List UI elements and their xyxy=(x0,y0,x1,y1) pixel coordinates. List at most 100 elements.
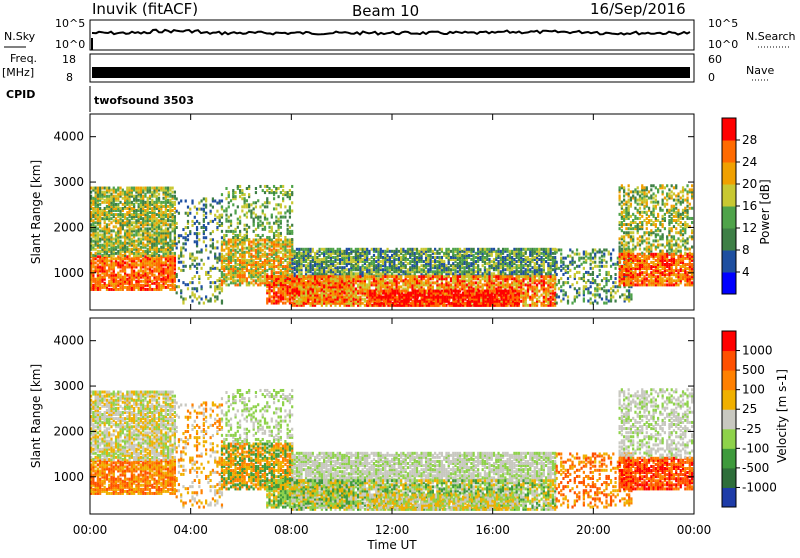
power-echo xyxy=(216,226,218,229)
power-echo xyxy=(289,205,291,208)
power-echo xyxy=(246,259,248,262)
power-echo xyxy=(153,257,155,260)
power-echo xyxy=(305,264,307,267)
power-echo xyxy=(495,262,497,265)
power-echo xyxy=(391,272,393,275)
power-echo xyxy=(268,226,270,229)
power-echo xyxy=(368,275,370,278)
power-echo xyxy=(207,277,209,280)
power-echo xyxy=(330,298,332,301)
power-echo xyxy=(133,252,135,255)
power-echo xyxy=(529,268,531,271)
power-echo xyxy=(411,258,413,261)
power-echo xyxy=(259,243,261,246)
power-echo xyxy=(230,220,232,223)
power-echo xyxy=(191,281,193,284)
power-echo xyxy=(253,279,255,282)
power-echo xyxy=(540,268,542,271)
power-echo xyxy=(92,197,94,200)
power-echo xyxy=(165,187,167,190)
power-echo xyxy=(138,225,140,228)
power-echo xyxy=(289,249,291,252)
power-echo xyxy=(144,236,146,239)
power-echo xyxy=(198,208,200,211)
power-echo xyxy=(332,268,334,271)
power-echo xyxy=(255,238,257,241)
power-echo xyxy=(346,287,348,290)
power-echo xyxy=(140,227,142,230)
power-echo xyxy=(362,277,364,280)
power-echo xyxy=(337,266,339,269)
power-echo xyxy=(328,294,330,297)
power-echo xyxy=(101,227,103,230)
power-echo xyxy=(239,230,241,233)
power-echo xyxy=(248,203,250,206)
power-echo xyxy=(200,267,202,270)
power-echo xyxy=(382,250,384,253)
power-echo xyxy=(330,248,332,251)
power-echo xyxy=(296,248,298,251)
power-echo xyxy=(507,262,509,265)
power-echo xyxy=(352,250,354,253)
noise-right-label: N.Search xyxy=(746,30,796,43)
power-echo xyxy=(237,283,239,286)
power-echo xyxy=(187,238,189,241)
power-echo xyxy=(386,248,388,251)
power-echo xyxy=(257,222,259,225)
power-echo xyxy=(298,285,300,288)
power-echo xyxy=(339,281,341,284)
power-echo xyxy=(321,258,323,261)
power-echo xyxy=(262,238,264,241)
power-echo xyxy=(108,223,110,226)
power-echo xyxy=(244,251,246,254)
power-echo xyxy=(176,246,178,249)
power-echo xyxy=(343,296,345,299)
power-echo xyxy=(266,185,268,188)
power-echo xyxy=(191,259,193,262)
power-echo xyxy=(239,216,241,219)
power-echo xyxy=(282,261,284,264)
power-echo xyxy=(99,229,101,232)
power-echo xyxy=(194,232,196,235)
power-echo xyxy=(194,257,196,260)
power-echo xyxy=(106,205,108,208)
power-echo xyxy=(129,187,131,190)
power-echo xyxy=(135,209,137,212)
power-echo xyxy=(527,248,529,251)
power-echo xyxy=(101,187,103,190)
power-echo xyxy=(221,279,223,282)
power-echo xyxy=(230,249,232,252)
power-echo xyxy=(153,238,155,241)
power-echo xyxy=(484,248,486,251)
power-echo xyxy=(180,269,182,272)
power-echo xyxy=(538,248,540,251)
power-echo xyxy=(268,236,270,239)
power-echo xyxy=(99,187,101,190)
power-echo xyxy=(271,295,273,298)
power-echo xyxy=(187,283,189,286)
power-echo xyxy=(200,248,202,251)
power-echo xyxy=(228,201,230,204)
power-echo xyxy=(516,260,518,263)
power-echo xyxy=(221,222,223,225)
power-echo xyxy=(255,191,257,194)
power-echo xyxy=(275,275,277,278)
power-echo xyxy=(536,266,538,269)
power-echo xyxy=(507,254,509,257)
power-echo xyxy=(470,248,472,251)
power-echo xyxy=(119,207,121,210)
power-echo xyxy=(396,264,398,267)
power-echo xyxy=(234,228,236,231)
power-echo xyxy=(271,214,273,217)
power-echo xyxy=(232,189,234,192)
power-echo xyxy=(468,248,470,251)
power-echo xyxy=(282,302,284,305)
power-echo xyxy=(176,197,178,200)
power-echo xyxy=(282,197,284,200)
power-echo xyxy=(264,226,266,229)
power-echo xyxy=(153,231,155,234)
power-echo xyxy=(432,260,434,263)
power-echo xyxy=(176,273,178,276)
power-echo xyxy=(149,231,151,234)
power-echo xyxy=(221,199,223,202)
